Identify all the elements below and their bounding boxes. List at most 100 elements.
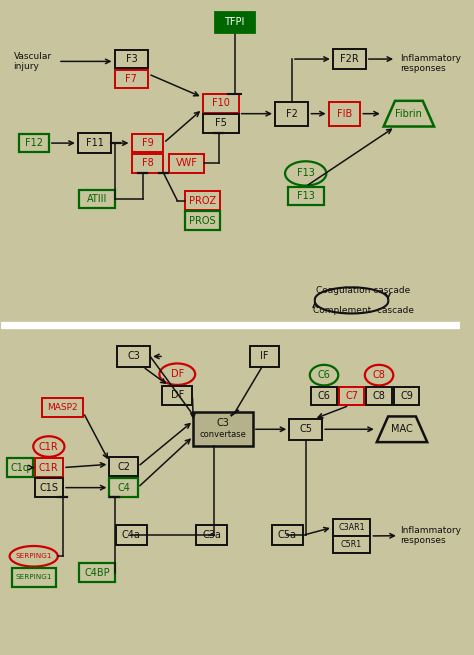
- Bar: [79, 190, 115, 208]
- Bar: [115, 50, 148, 68]
- Bar: [79, 563, 115, 582]
- Text: C4BP: C4BP: [84, 568, 110, 578]
- Text: F12: F12: [25, 138, 43, 148]
- Bar: [203, 94, 239, 113]
- Bar: [132, 154, 163, 172]
- Bar: [333, 536, 370, 553]
- Bar: [109, 478, 138, 497]
- Text: Inflammatory
responses: Inflammatory responses: [400, 54, 461, 73]
- Text: F13: F13: [297, 191, 315, 201]
- Bar: [12, 568, 55, 587]
- Text: convertase: convertase: [200, 430, 246, 440]
- Text: MAC: MAC: [391, 424, 413, 434]
- Ellipse shape: [159, 364, 195, 385]
- Text: C8: C8: [373, 370, 385, 380]
- Text: C1R: C1R: [39, 462, 59, 472]
- Bar: [329, 102, 360, 126]
- Bar: [7, 458, 33, 477]
- Bar: [272, 525, 303, 545]
- Text: PROS: PROS: [189, 215, 216, 225]
- Text: F5: F5: [215, 119, 227, 128]
- Text: IF: IF: [260, 352, 269, 362]
- Text: C9: C9: [400, 391, 413, 401]
- Text: C1q: C1q: [10, 462, 29, 472]
- Text: C7: C7: [345, 391, 358, 401]
- Text: C5a: C5a: [278, 531, 297, 540]
- Text: F3: F3: [126, 54, 137, 64]
- Bar: [35, 458, 63, 477]
- Text: C3: C3: [217, 418, 229, 428]
- Text: Vascular
injury: Vascular injury: [14, 52, 52, 71]
- Text: Coagulation cascade: Coagulation cascade: [316, 286, 410, 295]
- Bar: [132, 134, 163, 153]
- Ellipse shape: [9, 546, 58, 567]
- Text: SERPING1: SERPING1: [16, 574, 52, 580]
- Bar: [193, 413, 253, 446]
- Bar: [333, 49, 366, 69]
- Text: F10: F10: [212, 98, 230, 109]
- Text: C3AR1: C3AR1: [338, 523, 365, 532]
- Bar: [169, 154, 204, 172]
- Text: DF: DF: [171, 390, 184, 400]
- Bar: [250, 346, 279, 367]
- Text: C5: C5: [299, 424, 312, 434]
- Text: C3: C3: [127, 352, 140, 362]
- Polygon shape: [383, 101, 434, 126]
- Bar: [117, 346, 150, 367]
- Bar: [19, 134, 49, 153]
- Text: MASP2: MASP2: [47, 403, 78, 412]
- Bar: [184, 212, 220, 230]
- Text: ATIII: ATIII: [87, 194, 107, 204]
- Text: C2: C2: [117, 462, 130, 472]
- Text: PROZ: PROZ: [189, 195, 216, 206]
- Text: DF: DF: [171, 369, 184, 379]
- Bar: [78, 133, 111, 153]
- Text: SERPING1: SERPING1: [16, 553, 52, 559]
- Text: F9: F9: [142, 138, 153, 148]
- Bar: [196, 525, 227, 545]
- Bar: [394, 387, 419, 405]
- Bar: [116, 525, 147, 545]
- Text: C1S: C1S: [39, 483, 58, 493]
- Bar: [35, 478, 63, 497]
- Bar: [288, 187, 324, 205]
- Text: F7: F7: [126, 74, 137, 84]
- Text: F8: F8: [142, 158, 153, 168]
- Text: FIB: FIB: [337, 109, 352, 119]
- Text: VWF: VWF: [175, 158, 197, 168]
- Text: Complement  cascade: Complement cascade: [312, 306, 413, 315]
- Ellipse shape: [285, 161, 326, 185]
- Bar: [333, 519, 370, 536]
- Ellipse shape: [310, 365, 338, 385]
- Text: C3a: C3a: [202, 531, 221, 540]
- Ellipse shape: [365, 365, 393, 385]
- Bar: [184, 191, 220, 210]
- Bar: [42, 398, 83, 417]
- Bar: [215, 12, 254, 31]
- Text: C1R: C1R: [39, 441, 59, 451]
- Text: F2R: F2R: [340, 54, 359, 64]
- Text: C8: C8: [373, 391, 385, 401]
- Bar: [109, 457, 138, 476]
- Text: F11: F11: [86, 138, 104, 148]
- Text: C4: C4: [117, 483, 130, 493]
- Bar: [203, 114, 239, 133]
- Bar: [275, 102, 309, 126]
- Ellipse shape: [33, 436, 64, 457]
- Bar: [115, 70, 148, 88]
- Text: C4a: C4a: [122, 531, 141, 540]
- Bar: [339, 387, 365, 405]
- Text: F13: F13: [297, 168, 315, 178]
- Text: C5R1: C5R1: [341, 540, 362, 549]
- Bar: [289, 419, 322, 440]
- Bar: [366, 387, 392, 405]
- Text: F2: F2: [286, 109, 298, 119]
- Text: Inflammatory
responses: Inflammatory responses: [401, 526, 462, 546]
- Text: C6: C6: [318, 370, 330, 380]
- Bar: [163, 386, 192, 405]
- Bar: [311, 387, 337, 405]
- Text: Fibrin: Fibrin: [395, 109, 422, 119]
- Text: C6: C6: [318, 391, 330, 401]
- Text: TFPI: TFPI: [224, 17, 245, 27]
- Polygon shape: [377, 417, 427, 442]
